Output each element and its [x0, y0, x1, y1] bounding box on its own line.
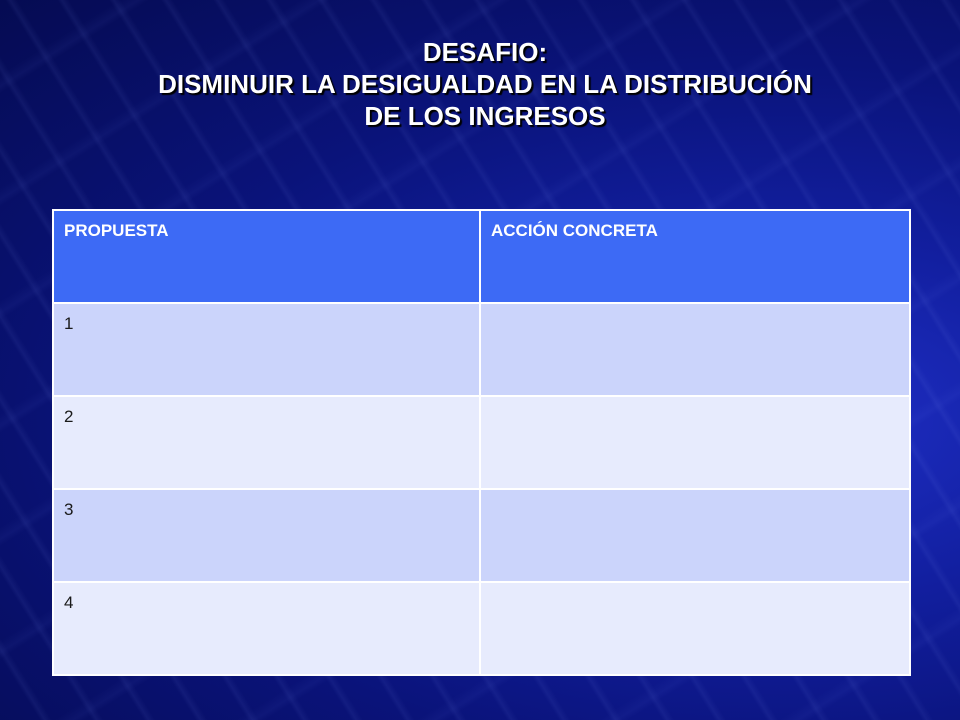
cell-accion	[479, 395, 911, 490]
proposal-table: PROPUESTA ACCIÓN CONCRETA 1 2 3 4	[52, 209, 911, 676]
cell-accion	[479, 302, 911, 397]
slide-title: DESAFIO: DISMINUIR LA DESIGUALDAD EN LA …	[40, 36, 930, 132]
title-line-1: DESAFIO:	[422, 37, 548, 67]
cell-propuesta: 1	[52, 302, 481, 397]
title-line-3: DE LOS INGRESOS	[364, 101, 606, 131]
cell-accion	[479, 488, 911, 583]
cell-propuesta: 4	[52, 581, 481, 676]
table-row: 4	[52, 581, 911, 676]
cell-propuesta: 3	[52, 488, 481, 583]
table-header-row: PROPUESTA ACCIÓN CONCRETA	[52, 209, 911, 304]
title-line-2: DISMINUIR LA DESIGUALDAD EN LA DISTRIBUC…	[158, 69, 812, 99]
header-accion-concreta: ACCIÓN CONCRETA	[479, 209, 911, 304]
cell-accion	[479, 581, 911, 676]
table-row: 3	[52, 488, 911, 583]
table-row: 2	[52, 395, 911, 490]
table-row: 1	[52, 302, 911, 397]
header-propuesta: PROPUESTA	[52, 209, 481, 304]
cell-propuesta: 2	[52, 395, 481, 490]
